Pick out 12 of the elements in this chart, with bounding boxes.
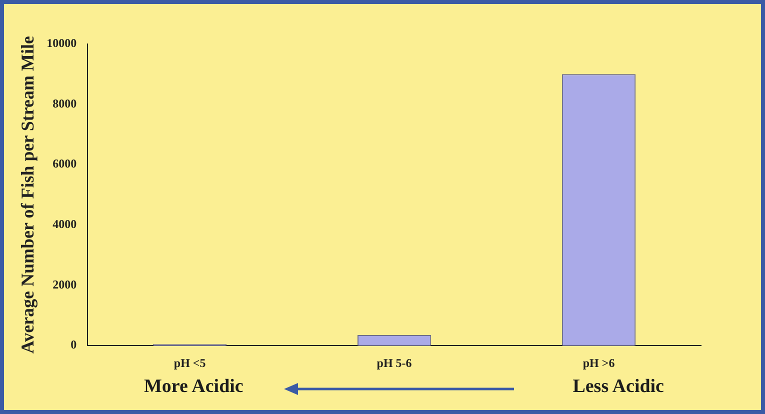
- text: More Acidic: [144, 376, 244, 398]
- y-tick-label: 6000: [52, 156, 77, 171]
- x-tick-label: pH 5-6: [376, 356, 412, 370]
- y-axis-title: Average Number of Fish per Stream Mile: [17, 36, 38, 354]
- y-tick-label: 0: [70, 338, 77, 352]
- x-tick-label: pH >6: [582, 356, 615, 370]
- y-tick-label: 4000: [52, 217, 77, 232]
- y-tick-label: 2000: [52, 277, 77, 292]
- y-tick-label: 8000: [52, 96, 77, 110]
- x-tick-label: pH <5: [174, 356, 206, 370]
- y-tick-label: 10000: [46, 36, 77, 50]
- text: Less Acidic: [572, 376, 664, 398]
